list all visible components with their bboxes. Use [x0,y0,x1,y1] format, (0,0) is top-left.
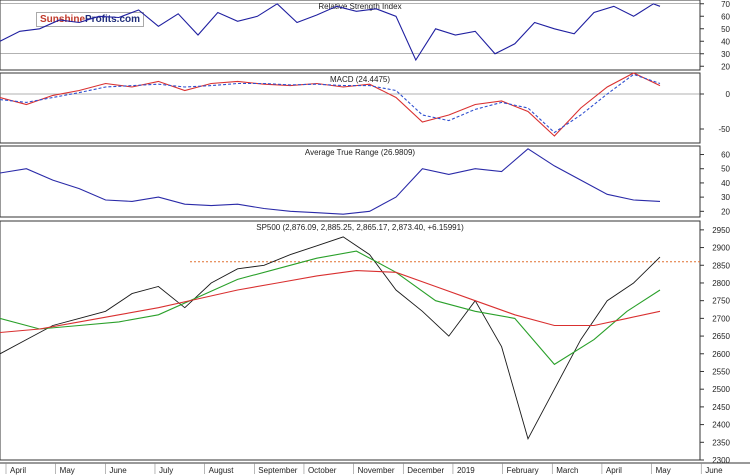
x-tick-label: September [258,466,297,475]
panel-frame [0,145,701,218]
y-tick-label: 2700 [712,314,730,323]
x-tick-label: February [507,466,539,475]
panel-title: SP500 (2,876.09, 2,885.25, 2,865.17, 2,8… [256,223,464,232]
y-tick-label: 2400 [712,421,730,430]
y-tick-label: 2550 [712,367,730,376]
x-tick-label: June [705,466,723,475]
y-tick-label: 60 [721,151,730,160]
y-tick-label: 20 [721,62,730,71]
x-tick-label: December [407,466,444,475]
panel-title: MACD (24.4475) [330,75,390,84]
y-tick-label: 20 [721,207,730,216]
y-tick-label: 70 [721,0,730,9]
y-tick-label: 2950 [712,226,730,235]
x-tick-label: November [358,466,395,475]
x-tick-label: June [109,466,127,475]
y-tick-label: 2350 [712,438,730,447]
x-tick-label: March [556,466,578,475]
series-line-2 [0,250,661,366]
series-line-2 [0,73,661,134]
y-tick-label: 50 [721,165,730,174]
x-tick-label: October [308,466,337,475]
y-tick-label: 40 [721,37,730,46]
y-tick-label: 2750 [712,297,730,306]
y-tick-label: 0 [726,90,731,99]
y-tick-label: 2500 [712,385,730,394]
panel-frame [0,220,701,461]
x-tick-label: April [10,466,26,475]
y-tick-label: 40 [721,179,730,188]
series-line-1 [0,148,661,215]
y-tick-label: 2300 [712,456,730,465]
y-tick-label: 2450 [712,403,730,412]
panel-title: Relative Strength Index [318,2,401,11]
y-tick-label: 2650 [712,332,730,341]
x-tick-label: 2019 [457,466,475,475]
panel-title: Average True Range (26.9809) [305,148,415,157]
y-tick-label: 30 [721,193,730,202]
logo-part-2: Profits.com [85,14,141,25]
panel-4: SP500 (2,876.09, 2,885.25, 2,865.17, 2,8… [0,220,750,475]
x-tick-label: July [159,466,173,475]
panel-3: Average True Range (26.9809) 60 50 40 30 20 [0,145,731,218]
y-tick-label: 2850 [712,261,730,270]
series-line-1 [0,3,661,62]
series-line-3 [0,270,661,334]
panel-1: Relative Strength Index 70 60 50 40 30 20 [0,0,731,71]
y-tick-label: -50 [718,125,730,134]
x-tick-label: May [60,466,75,475]
y-tick-label: 60 [721,12,730,21]
y-tick-label: 2900 [712,244,730,253]
panel-2: MACD (24.4475) 0 -50 [0,72,731,144]
x-tick-label: April [606,466,622,475]
x-tick-label: August [209,466,235,475]
panel-frame [0,0,701,71]
y-tick-label: 30 [721,50,730,59]
x-tick-label: May [656,466,671,475]
series-line-1 [0,236,661,440]
logo-part-1: Sunshine [40,14,86,25]
y-tick-label: 2800 [712,279,730,288]
panel-frame [0,72,701,144]
y-tick-label: 50 [721,25,730,34]
y-tick-label: 2600 [712,350,730,359]
